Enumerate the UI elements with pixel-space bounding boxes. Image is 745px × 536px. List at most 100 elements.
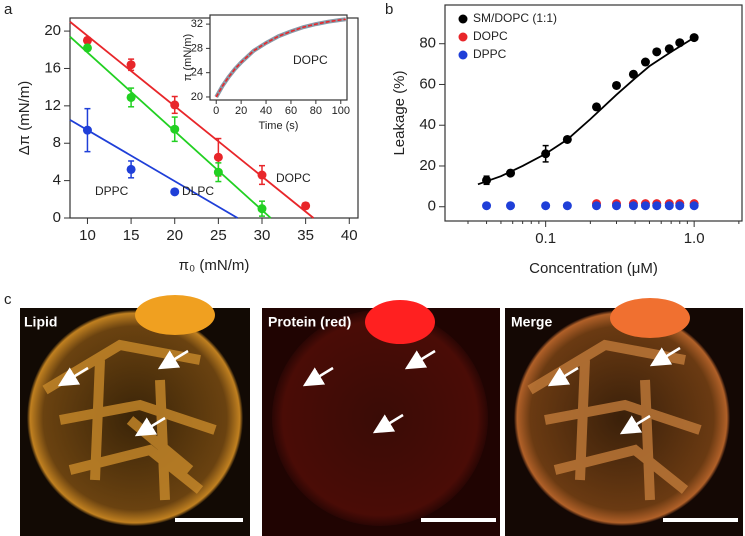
point [592, 102, 602, 112]
y-tick-label: 20 [419, 157, 436, 174]
point [541, 149, 551, 159]
point [592, 201, 602, 211]
plot-area [209, 14, 348, 101]
y-tick-label: 12 [44, 97, 61, 114]
point [170, 187, 180, 197]
bright-spot [610, 298, 690, 338]
point [640, 201, 650, 211]
series-label: DLPC [182, 184, 214, 198]
point [562, 201, 572, 211]
x-tick-label: 40 [341, 227, 358, 244]
x-tick-label: 0 [213, 105, 219, 117]
tubules [42, 339, 217, 501]
y-tick-label: 8 [53, 134, 61, 151]
image-title: Lipid [24, 314, 57, 330]
x-tick-label: 80 [310, 105, 322, 117]
bright-spot [365, 300, 435, 344]
point [506, 201, 516, 211]
panel-label: c [4, 291, 12, 308]
image-title: Protein (red) [268, 314, 351, 330]
micrographs [20, 295, 743, 536]
point [82, 43, 92, 53]
point [482, 201, 492, 211]
x-tick-label: 100 [332, 105, 350, 117]
fit-line [477, 36, 695, 186]
fit-line [69, 21, 315, 219]
panel-label: a [4, 1, 13, 18]
plot-area [444, 4, 743, 222]
point [82, 125, 92, 135]
point [675, 201, 685, 211]
series-label: DOPC [276, 171, 311, 185]
point [689, 33, 699, 43]
x-tick-label: 20 [235, 105, 247, 117]
legend-marker [458, 50, 468, 60]
point [257, 170, 267, 180]
series-label: DPPC [95, 184, 129, 198]
scale-bars [175, 518, 738, 522]
legend-marker [458, 32, 468, 42]
chart: 0 20 40 60 80 100 20 24 28 32 Time (s) π (mN/m) DOPC [182, 14, 350, 132]
point [301, 201, 311, 211]
point [612, 201, 622, 211]
y-tick-label: 24 [191, 67, 203, 79]
point [541, 201, 551, 211]
y-axis-label: Leakage (%) [391, 70, 408, 155]
x-tick-label: 25 [210, 227, 227, 244]
legend-label: DOPC [473, 29, 508, 43]
point [652, 201, 662, 211]
y-axis-label: Δπ (mN/m) [16, 81, 33, 156]
x-tick-label: 30 [254, 227, 271, 244]
annotation: DOPC [293, 53, 328, 67]
point [126, 164, 136, 174]
point [126, 60, 136, 70]
x-axis-label: Concentration (μM) [529, 260, 658, 277]
tubules [527, 339, 702, 501]
x-tick-label: 20 [166, 227, 183, 244]
y-tick-label: 80 [419, 35, 436, 52]
arrows [57, 346, 681, 437]
fit-line [69, 119, 239, 219]
vesicle [272, 310, 488, 526]
legend-label: DPPC [473, 47, 507, 61]
fit-line [69, 36, 272, 219]
point [640, 57, 650, 67]
x-tick-label: 60 [285, 105, 297, 117]
x-tick-label: 1.0 [684, 230, 705, 247]
point [213, 152, 223, 162]
point [126, 92, 136, 102]
point [82, 35, 92, 45]
point [482, 175, 492, 185]
chart: 0.1 1.0 0 20 40 60 80 Concentration (μM) Leakage… [385, 1, 743, 277]
y-tick-label: 0 [428, 198, 436, 215]
image-title: Merge [511, 314, 552, 330]
y-tick-label: 20 [191, 91, 203, 103]
point [506, 168, 516, 178]
y-axis-label: π (mN/m) [182, 34, 194, 81]
y-tick-label: 0 [53, 209, 61, 226]
point [170, 124, 180, 134]
y-tick-label: 40 [419, 116, 436, 133]
point [664, 201, 674, 211]
point [628, 69, 638, 79]
y-tick-label: 4 [53, 172, 61, 189]
x-tick-label: 40 [260, 105, 272, 117]
y-tick-label: 16 [44, 59, 61, 76]
point [689, 201, 699, 211]
x-tick-label: 15 [123, 227, 140, 244]
point [257, 204, 267, 214]
legend-marker [458, 14, 468, 24]
point [664, 44, 674, 54]
point [562, 134, 572, 144]
point [675, 38, 685, 48]
point [612, 80, 622, 90]
point [628, 201, 638, 211]
y-tick-label: 28 [191, 42, 203, 54]
x-tick-label: 10 [79, 227, 96, 244]
legend-label: SM/DOPC (1:1) [473, 11, 557, 25]
curve [215, 18, 346, 98]
y-tick-label: 20 [44, 22, 61, 39]
y-tick-label: 60 [419, 75, 436, 92]
x-tick-label: 0.1 [535, 230, 556, 247]
panel-label: b [385, 1, 393, 18]
